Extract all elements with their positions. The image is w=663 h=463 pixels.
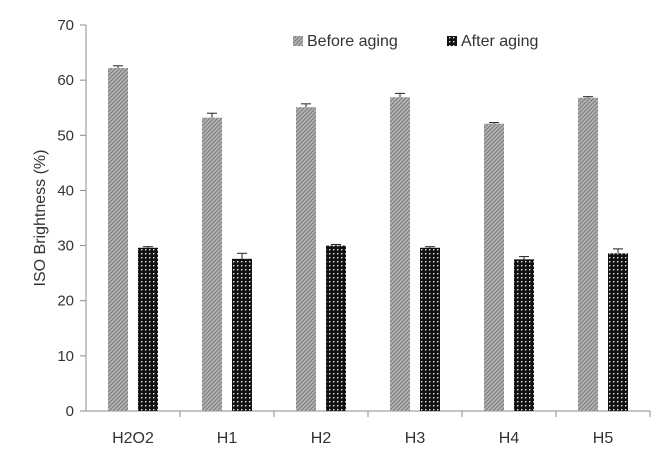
- x-tick-label: H3: [405, 430, 426, 447]
- bar-after-aging: [326, 245, 346, 411]
- legend-label: Before aging: [307, 33, 398, 50]
- bar-after-aging: [514, 259, 534, 411]
- bar-before-aging: [108, 68, 128, 412]
- bar-before-aging: [202, 117, 222, 411]
- y-tick-label: 0: [66, 403, 74, 420]
- y-tick-label: 60: [57, 72, 74, 89]
- x-tick-label: H4: [499, 430, 520, 447]
- y-tick-label: 50: [57, 127, 74, 144]
- bar-after-aging: [232, 258, 252, 411]
- y-tick-label: 30: [57, 238, 74, 255]
- legend-label: After aging: [461, 33, 538, 50]
- bar-before-aging: [578, 97, 598, 411]
- x-tick-label: H2O2: [112, 430, 154, 447]
- y-axis-title: ISO Brightness (%): [32, 150, 49, 287]
- legend-swatch-after-aging: [447, 36, 457, 46]
- y-tick-label: 20: [57, 293, 74, 310]
- legend-swatch-before-aging: [293, 36, 303, 46]
- bar-before-aging: [296, 107, 316, 412]
- x-tick-label: H1: [217, 430, 238, 447]
- bar-after-aging: [420, 247, 440, 411]
- bar-before-aging: [484, 123, 504, 411]
- x-tick-label: H2: [311, 430, 332, 447]
- x-tick-label: H5: [593, 430, 614, 447]
- bar-before-aging: [390, 97, 410, 411]
- bar-after-aging: [608, 253, 628, 411]
- y-tick-label: 40: [57, 182, 74, 199]
- bar-after-aging: [138, 247, 158, 411]
- y-tick-label: 10: [57, 348, 74, 365]
- y-tick-label: 70: [57, 17, 74, 34]
